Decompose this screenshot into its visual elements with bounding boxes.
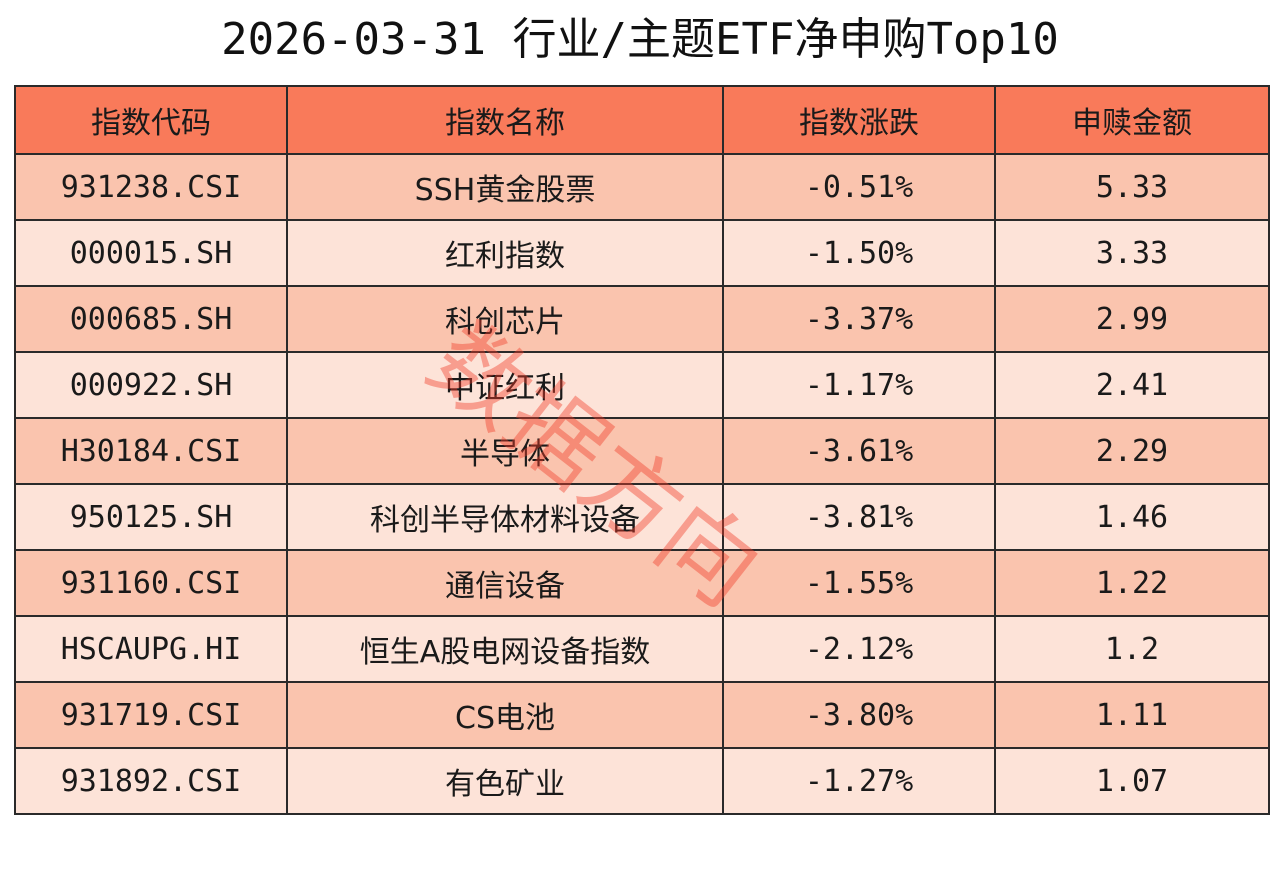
table-row: 000015.SH 红利指数 -1.50% 3.33	[14, 219, 1270, 287]
index-name-cell: 半导体	[286, 417, 724, 485]
table-row: 931238.CSI SSH黄金股票 -0.51% 5.33	[14, 153, 1270, 221]
table-row: 000922.SH 中证红利 -1.17% 2.41	[14, 351, 1270, 419]
index-change-cell: -1.27%	[722, 747, 996, 815]
subscription-amount-cell: 1.22	[994, 549, 1270, 617]
header-index-code: 指数代码	[14, 85, 288, 155]
header-subscription-amount: 申赎金额	[994, 85, 1270, 155]
index-name-cell: 科创半导体材料设备	[286, 483, 724, 551]
index-code-cell: HSCAUPG.HI	[14, 615, 288, 683]
index-code-cell: 931160.CSI	[14, 549, 288, 617]
index-change-cell: -1.17%	[722, 351, 996, 419]
index-change-cell: -1.50%	[722, 219, 996, 287]
header-index-change: 指数涨跌	[722, 85, 996, 155]
subscription-amount-cell: 5.33	[994, 153, 1270, 221]
index-code-cell: 000922.SH	[14, 351, 288, 419]
index-change-cell: -3.81%	[722, 483, 996, 551]
subscription-amount-cell: 1.07	[994, 747, 1270, 815]
index-name-cell: CS电池	[286, 681, 724, 749]
subscription-amount-cell: 2.29	[994, 417, 1270, 485]
index-code-cell: H30184.CSI	[14, 417, 288, 485]
subscription-amount-cell: 1.46	[994, 483, 1270, 551]
table-row: 931719.CSI CS电池 -3.80% 1.11	[14, 681, 1270, 749]
index-name-cell: 红利指数	[286, 219, 724, 287]
table-header-row: 指数代码 指数名称 指数涨跌 申赎金额	[14, 85, 1270, 155]
index-code-cell: 931719.CSI	[14, 681, 288, 749]
index-name-cell: 科创芯片	[286, 285, 724, 353]
index-code-cell: 931238.CSI	[14, 153, 288, 221]
table-row: 950125.SH 科创半导体材料设备 -3.81% 1.46	[14, 483, 1270, 551]
subscription-amount-cell: 2.99	[994, 285, 1270, 353]
index-change-cell: -3.80%	[722, 681, 996, 749]
index-name-cell: 通信设备	[286, 549, 724, 617]
header-index-name: 指数名称	[286, 85, 724, 155]
index-name-cell: SSH黄金股票	[286, 153, 724, 221]
subscription-amount-cell: 2.41	[994, 351, 1270, 419]
index-change-cell: -0.51%	[722, 153, 996, 221]
table-row: 000685.SH 科创芯片 -3.37% 2.99	[14, 285, 1270, 353]
table-row: H30184.CSI 半导体 -3.61% 2.29	[14, 417, 1270, 485]
index-name-cell: 中证红利	[286, 351, 724, 419]
index-change-cell: -2.12%	[722, 615, 996, 683]
page-title: 2026-03-31 行业/主题ETF净申购Top10	[221, 14, 1059, 65]
index-change-cell: -3.37%	[722, 285, 996, 353]
subscription-amount-cell: 1.2	[994, 615, 1270, 683]
etf-subscription-table: 指数代码 指数名称 指数涨跌 申赎金额 931238.CSI SSH黄金股票 -…	[14, 85, 1270, 815]
index-code-cell: 000015.SH	[14, 219, 288, 287]
index-code-cell: 950125.SH	[14, 483, 288, 551]
table-row: 931160.CSI 通信设备 -1.55% 1.22	[14, 549, 1270, 617]
subscription-amount-cell: 1.11	[994, 681, 1270, 749]
subscription-amount-cell: 3.33	[994, 219, 1270, 287]
index-name-cell: 恒生A股电网设备指数	[286, 615, 724, 683]
table-row: HSCAUPG.HI 恒生A股电网设备指数 -2.12% 1.2	[14, 615, 1270, 683]
table-row: 931892.CSI 有色矿业 -1.27% 1.07	[14, 747, 1270, 815]
index-change-cell: -3.61%	[722, 417, 996, 485]
index-change-cell: -1.55%	[722, 549, 996, 617]
index-code-cell: 931892.CSI	[14, 747, 288, 815]
index-name-cell: 有色矿业	[286, 747, 724, 815]
index-code-cell: 000685.SH	[14, 285, 288, 353]
